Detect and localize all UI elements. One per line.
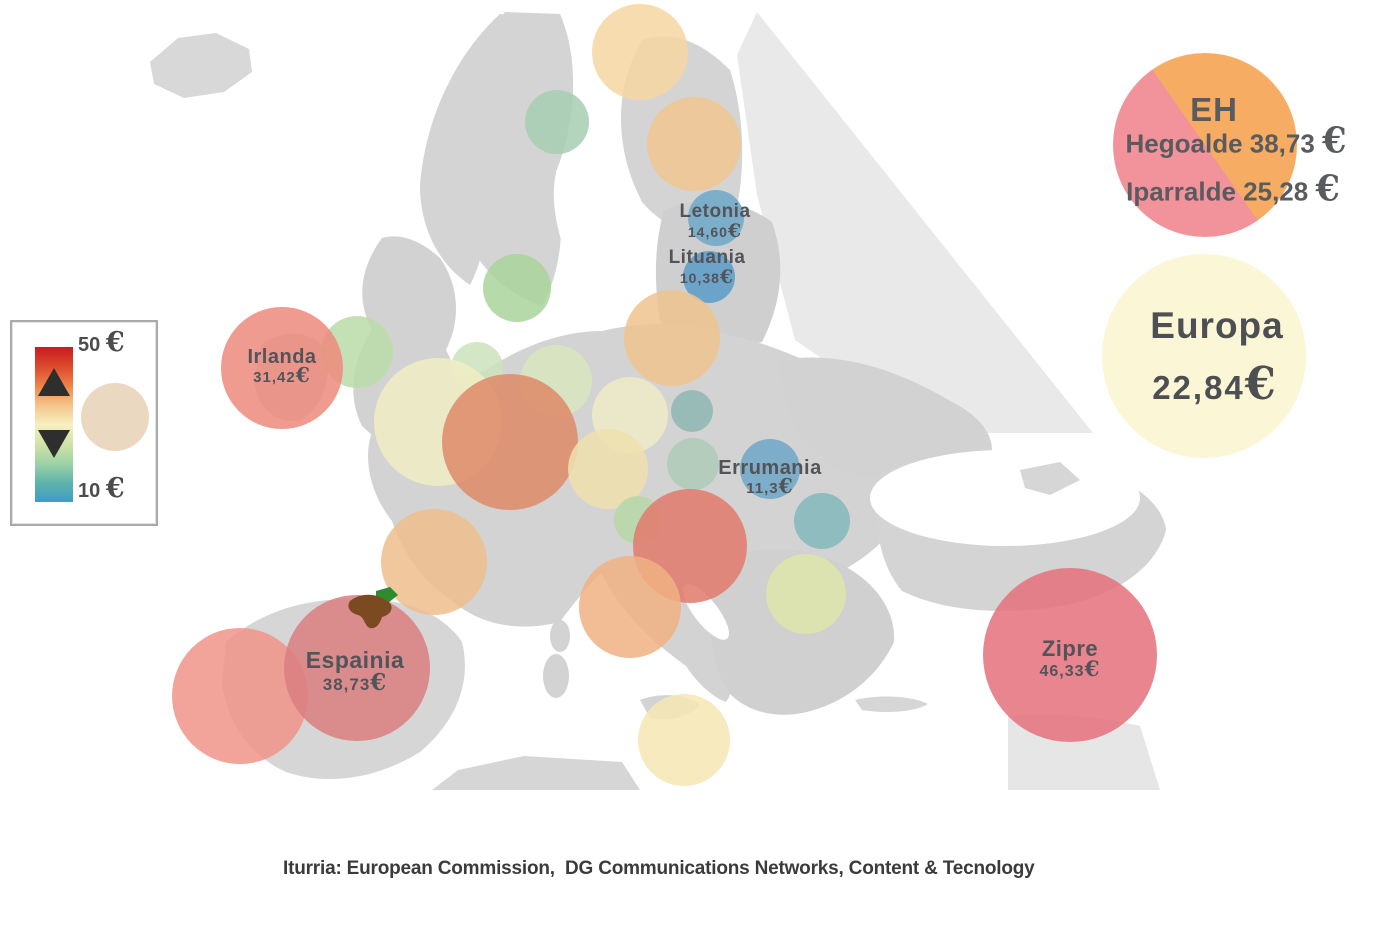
bubble-italy: [579, 556, 681, 658]
basque-brown-region: [348, 594, 392, 629]
bubble-denmark: [483, 254, 551, 322]
legend-min-label: 10 €: [78, 473, 125, 504]
legend-max-label: 50 €: [78, 327, 125, 358]
country-value: 11,3€: [746, 474, 794, 498]
bubble-sicily: [638, 694, 730, 786]
legend-sample-circle: [81, 383, 149, 451]
europa-value: 22,84€: [1152, 357, 1278, 410]
country-value: 10,38€: [679, 266, 735, 288]
eh-pie-circle: [1113, 53, 1297, 237]
label-irlanda: Irlanda 31,42€: [247, 345, 316, 387]
bubble-espainia: [284, 595, 430, 741]
source-caption: Iturria: European Commission, DG Communi…: [283, 858, 1035, 879]
country-name: Irlanda: [247, 346, 317, 368]
basque-country-shape: [348, 587, 398, 629]
bubble-alps-cream: [568, 429, 648, 509]
bubble-letonia: [688, 190, 744, 246]
landmass-sweden: [454, 12, 574, 306]
bubble-france: [381, 509, 487, 615]
bubble-finland: [647, 97, 741, 191]
eh-hegoalde-value: Hegoalde 38,73 €: [1125, 120, 1347, 162]
arrow-up-icon: [38, 368, 70, 396]
bubble-zipre: [983, 568, 1157, 742]
bubble-irlanda: [221, 307, 343, 429]
country-value: 38,73€: [322, 668, 388, 696]
country-value: 31,42€: [253, 363, 311, 387]
bubble-greece: [766, 554, 846, 634]
country-value: 46,33€: [1039, 657, 1101, 683]
bubble-sweden: [525, 90, 589, 154]
eh-iparralde-value: Iparralde 25,28 €: [1126, 168, 1340, 210]
landmass-iceland: [150, 33, 252, 98]
bubble-balkan-teal: [794, 493, 850, 549]
landmass-crete: [855, 696, 928, 712]
landmass-corsica: [550, 620, 570, 652]
bubble-rhine-salmon: [442, 374, 578, 510]
country-name: Espainia: [305, 647, 405, 674]
label-zipre: Zipre 46,33€: [1039, 636, 1100, 682]
country-name: Letonia: [679, 201, 751, 223]
eh-title: EH: [1190, 91, 1238, 128]
legend-box: 50 € 10 €: [10, 320, 158, 526]
landmass-crimea: [1020, 462, 1080, 495]
country-value: 14,60€: [687, 220, 743, 242]
bubble-pannonia-sage: [667, 438, 719, 490]
label-letonia: Letonia 14,60€: [679, 201, 750, 241]
label-errumania: Errumania 11,3€: [718, 456, 821, 498]
label-espainia: Espainia 38,73€: [306, 647, 405, 695]
bubble-norway: [592, 4, 688, 100]
europa-circle: [1102, 254, 1306, 458]
bubble-poland: [624, 290, 720, 386]
bubble-czech-teal: [671, 390, 713, 432]
landmass-sardinia: [543, 654, 569, 698]
landmass-north-africa: [432, 756, 640, 790]
landmass-ukraine: [780, 357, 992, 481]
label-lituania: Lituania 10,38€: [669, 247, 746, 287]
country-name: Zipre: [1041, 636, 1099, 662]
europa-label: Europa: [1150, 305, 1284, 346]
bubble-errumania: [740, 439, 800, 499]
arrow-down-icon: [38, 430, 70, 458]
country-name: Lituania: [668, 247, 746, 269]
landmass-russia-wedge: [737, 12, 1093, 433]
sea-gulf-bothnia: [553, 148, 647, 312]
country-name: Errumania: [718, 457, 822, 479]
